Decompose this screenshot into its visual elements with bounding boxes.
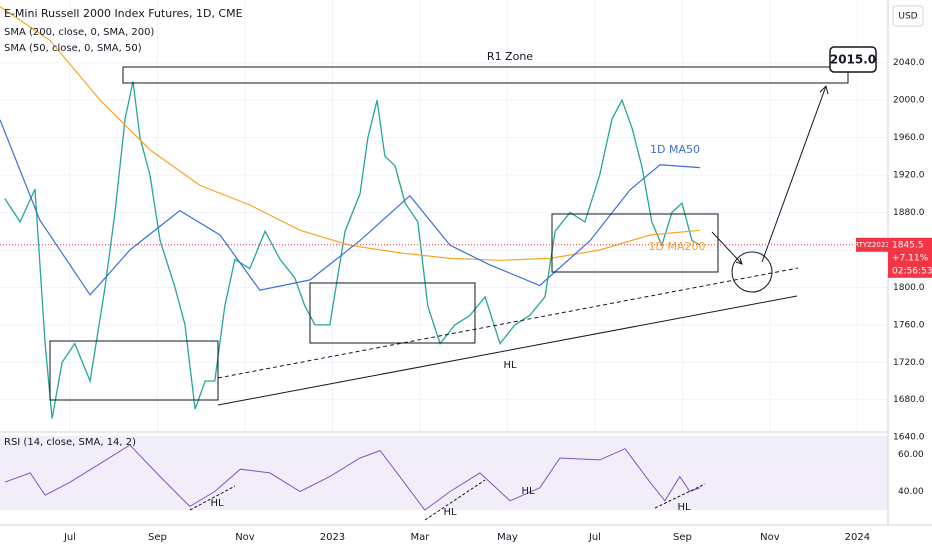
- y-tick-label: 1720.0: [893, 358, 925, 368]
- price-label: RTYZ2023 1845.5 +7.11% 02:56:53: [0, 237, 932, 278]
- x-tick-label: Sep: [673, 532, 692, 543]
- y-tick-label: 1800.0: [893, 283, 925, 293]
- arrow: [761, 85, 827, 263]
- symbol-tag: [856, 237, 888, 252]
- y-tick-label: 60.00: [898, 450, 924, 460]
- indicator-label: SMA (200, close, 0, SMA, 200): [4, 27, 154, 38]
- arrow-head: [819, 85, 829, 95]
- price-line: [4, 81, 701, 419]
- trend-line: [217, 267, 799, 379]
- rsi-background: [0, 432, 888, 525]
- y-tick-label: 1960.0: [893, 133, 925, 143]
- currency[interactable]: USD: [898, 12, 917, 22]
- y-tick-label: 40.00: [898, 487, 924, 497]
- rsi-band: [0, 435, 888, 511]
- y-tick-label: 2000.0: [893, 96, 925, 106]
- y-tick-label: 1760.0: [893, 320, 925, 330]
- x-tick-label: Nov: [760, 532, 780, 543]
- hl-label: HL: [503, 360, 517, 371]
- hl-label: HL: [677, 502, 691, 513]
- range-box: [309, 282, 476, 344]
- x-tick-label: Jul: [63, 532, 76, 543]
- hl-label: HL: [521, 486, 535, 497]
- x-tick-label: Nov: [235, 532, 255, 543]
- last-price: 1845.5: [892, 240, 924, 250]
- x-tick-label: Mar: [411, 532, 431, 543]
- arrow-head: [735, 257, 743, 265]
- ma200-label: 1D MA200: [649, 240, 706, 253]
- trend-line: [189, 485, 236, 511]
- arrow: [711, 231, 743, 265]
- x-tick-label: 2023: [320, 532, 345, 543]
- trend-line: [654, 483, 706, 509]
- rsi-drawings: HL HL HL HL: [189, 479, 706, 521]
- x-tick-label: Jul: [588, 532, 601, 543]
- currency-button[interactable]: [892, 5, 924, 27]
- zone-label: R1 Zone: [487, 50, 533, 63]
- y-tick-label: 2040.0: [893, 58, 925, 68]
- x-tick-label: May: [497, 532, 518, 543]
- ma50-label: 1D MA50: [650, 143, 700, 156]
- drawings: 2015.0 R1 Zone HL 1D MA50 1D MA200: [49, 46, 877, 406]
- chart-title: E-Mini Russell 2000 Index Futures, 1D, C…: [4, 7, 243, 20]
- sma-line: [0, 6, 700, 261]
- r1-zone-box: [122, 66, 849, 84]
- price-tag: [888, 237, 932, 278]
- x-tick-label: 2024: [845, 532, 870, 543]
- plot-area: [0, 0, 888, 525]
- target-box: [829, 46, 877, 73]
- hl-label: HL: [210, 498, 224, 509]
- range-box: [49, 340, 219, 401]
- rsi-line: [4, 444, 701, 511]
- x-tick-label: Sep: [148, 532, 167, 543]
- range-box: [551, 213, 719, 273]
- trend-line: [424, 479, 486, 521]
- hl-label: HL: [443, 507, 457, 518]
- sma-line: [0, 119, 700, 296]
- rsi-title: RSI (14, close, SMA, 14, 2): [4, 437, 136, 448]
- countdown: 02:56:53: [892, 266, 932, 276]
- indicator-label: SMA (50, close, 0, SMA, 50): [4, 43, 142, 54]
- price-change: +7.11%: [892, 253, 929, 263]
- symbol-label: RTYZ2023: [854, 241, 890, 249]
- legend: E-Mini Russell 2000 Index Futures, 1D, C…: [4, 7, 243, 448]
- rsi-pane: [0, 432, 888, 525]
- y-tick-label: 1920.0: [893, 171, 925, 181]
- y-tick-label: 1680.0: [893, 395, 925, 405]
- circle: [731, 251, 773, 293]
- target-label: 2015.0: [830, 53, 876, 67]
- y-tick-label: 1640.0: [893, 433, 925, 443]
- trend-line: [217, 295, 798, 406]
- y-tick-label: 1880.0: [893, 208, 925, 218]
